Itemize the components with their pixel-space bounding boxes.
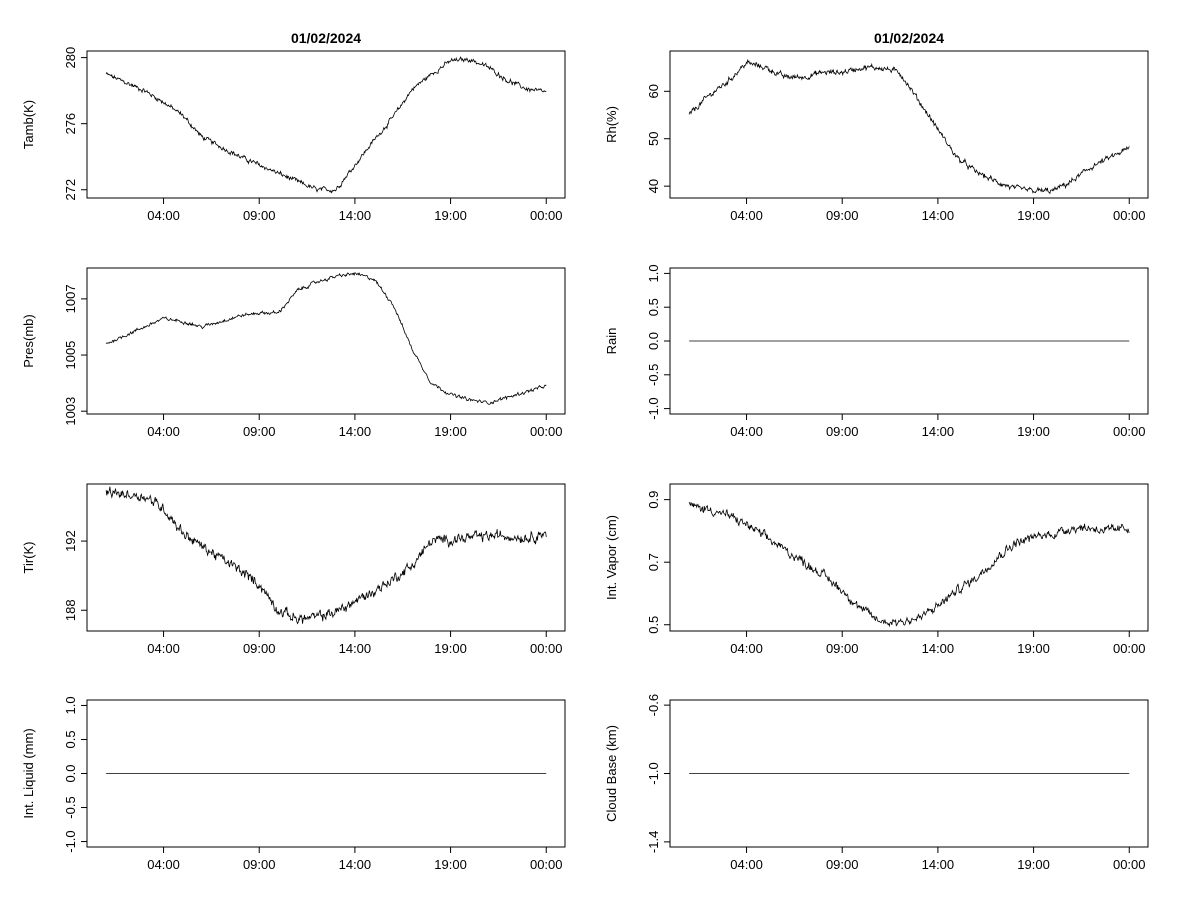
x-tick-label: 19:00 [1017, 424, 1050, 439]
x-tick-label: 00:00 [1113, 857, 1146, 872]
y-tick-label: 276 [63, 113, 78, 135]
x-tick-label: 14:00 [339, 857, 372, 872]
panel-int-vapor-cm: 04:00 09:00 14:00 19:00 00:00 0.5 0.7 0.9 Int. V… [604, 483, 1149, 656]
x-tick-label: 09:00 [243, 857, 276, 872]
y-tick-label: -0.6 [646, 694, 661, 716]
x-tick-label: 14:00 [922, 424, 955, 439]
y-tick-label: 192 [63, 530, 78, 552]
x-tick-label: 04:00 [730, 208, 763, 223]
x-tick-label: 00:00 [530, 641, 563, 656]
y-axis-label: Rain [604, 328, 619, 355]
y-tick-label: 1.0 [646, 264, 661, 282]
y-tick-label: -1.0 [63, 830, 78, 852]
y-axis-label: Int. Vapor (cm) [604, 515, 619, 600]
x-tick-label: 14:00 [922, 857, 955, 872]
y-axis-label: Rh(%) [604, 106, 619, 143]
panel-pres-mb: 04:00 09:00 14:00 19:00 00:00 1003 1005 1007 Pre… [21, 267, 566, 439]
x-tick-label: 00:00 [530, 424, 563, 439]
x-tick-label: 14:00 [922, 641, 955, 656]
x-tick-label: 04:00 [730, 857, 763, 872]
x-tick-label: 09:00 [826, 424, 859, 439]
y-tick-label: 0.7 [646, 553, 661, 571]
y-tick-label: -1.0 [646, 397, 661, 419]
series-line [105, 56, 547, 194]
chart-title: 01/02/2024 [874, 30, 944, 46]
x-tick-label: 19:00 [1017, 857, 1050, 872]
x-tick-label: 04:00 [147, 641, 180, 656]
x-tick-label: 00:00 [1113, 424, 1146, 439]
x-tick-label: 04:00 [147, 857, 180, 872]
panel-int-liquid-mm: 04:00 09:00 14:00 19:00 00:00 -1.0 -0.5 0.0 0.5 1… [21, 696, 566, 872]
series-line [688, 58, 1130, 195]
panel-tir-k: 04:00 09:00 14:00 19:00 00:00 188 192 Tir(K) [21, 483, 566, 656]
y-axis-label: Pres(mb) [21, 314, 36, 367]
panel-cloud-base-km: 04:00 09:00 14:00 19:00 00:00 -1.4 -1.0 -0.6 Clo… [604, 694, 1149, 872]
x-tick-label: 09:00 [243, 641, 276, 656]
x-tick-label: 04:00 [147, 424, 180, 439]
y-tick-label: 1005 [63, 341, 78, 370]
y-tick-label: 0.5 [646, 298, 661, 316]
x-tick-label: 14:00 [922, 208, 955, 223]
y-tick-label: 0.0 [646, 332, 661, 350]
y-tick-label: -0.5 [63, 796, 78, 818]
y-tick-label: -1.0 [646, 762, 661, 784]
y-tick-label: 1007 [63, 284, 78, 313]
x-tick-label: 04:00 [147, 208, 180, 223]
x-tick-label: 04:00 [730, 641, 763, 656]
x-tick-label: 00:00 [530, 208, 563, 223]
y-tick-label: 40 [646, 179, 661, 193]
x-tick-label: 09:00 [826, 857, 859, 872]
panel-tamb-k: 01/02/2024 04:00 09:00 14:00 19:00 00:00 272 27… [21, 30, 566, 223]
series-line [688, 501, 1130, 628]
y-tick-label: -1.4 [646, 831, 661, 853]
x-tick-label: 04:00 [730, 424, 763, 439]
plot-frame [669, 50, 1149, 199]
y-tick-label: 1.0 [63, 696, 78, 714]
y-axis-label: Tamb(K) [21, 100, 36, 149]
x-tick-label: 19:00 [434, 641, 467, 656]
plot-frame [86, 483, 566, 632]
x-tick-label: 09:00 [826, 208, 859, 223]
x-tick-label: 00:00 [1113, 641, 1146, 656]
x-tick-label: 14:00 [339, 424, 372, 439]
y-tick-label: -0.5 [646, 364, 661, 386]
x-tick-label: 19:00 [434, 208, 467, 223]
x-tick-label: 00:00 [1113, 208, 1146, 223]
x-tick-label: 09:00 [243, 208, 276, 223]
x-tick-label: 19:00 [434, 857, 467, 872]
x-tick-label: 19:00 [1017, 641, 1050, 656]
x-tick-label: 19:00 [434, 424, 467, 439]
series-line [105, 486, 547, 625]
y-tick-label: 0.0 [63, 764, 78, 782]
plot-frame [86, 50, 566, 199]
x-tick-label: 09:00 [826, 641, 859, 656]
y-tick-label: 50 [646, 131, 661, 145]
y-tick-label: 0.5 [63, 730, 78, 748]
plot-frame [86, 267, 566, 415]
x-tick-label: 14:00 [339, 208, 372, 223]
y-tick-label: 188 [63, 599, 78, 621]
x-tick-label: 00:00 [530, 857, 563, 872]
x-tick-label: 19:00 [1017, 208, 1050, 223]
y-axis-label: Tir(K) [21, 541, 36, 573]
y-tick-label: 272 [63, 179, 78, 201]
panel-rain: 04:00 09:00 14:00 19:00 00:00 -1.0 -0.5 0.0 0.5 1… [604, 264, 1149, 439]
y-axis-label: Int. Liquid (mm) [21, 728, 36, 818]
plot-frame [669, 483, 1149, 632]
y-tick-label: 60 [646, 84, 661, 98]
chart-title: 01/02/2024 [291, 30, 361, 46]
x-tick-label: 09:00 [243, 424, 276, 439]
y-axis-label: Cloud Base (km) [604, 725, 619, 822]
y-tick-label: 0.5 [646, 616, 661, 634]
panel-rh: 01/02/2024 04:00 09:00 14:00 19:00 00:00 40 50 6… [604, 30, 1149, 223]
y-tick-label: 1003 [63, 397, 78, 426]
series-line [105, 272, 547, 405]
y-tick-label: 280 [63, 47, 78, 69]
y-tick-label: 0.9 [646, 491, 661, 509]
x-tick-label: 14:00 [339, 641, 372, 656]
